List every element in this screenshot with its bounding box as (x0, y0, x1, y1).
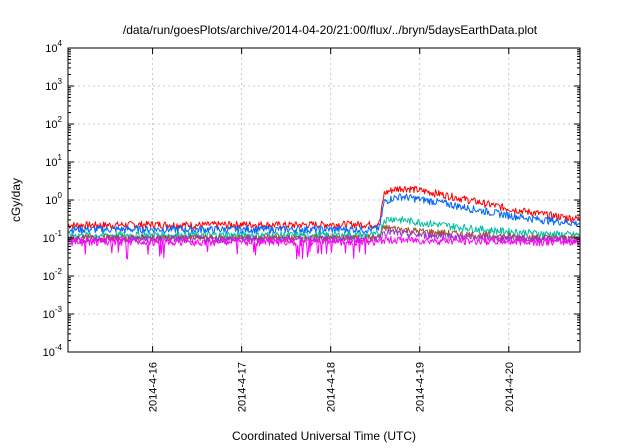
series-line (67, 235, 581, 260)
y-tick-label: 10-1 (43, 229, 63, 245)
y-tick-label: 10-4 (43, 343, 63, 359)
series-line (67, 216, 581, 240)
y-tick-label: 104 (45, 39, 62, 55)
series-line (67, 185, 581, 230)
x-tick-label: 2014-4-17 (237, 362, 249, 412)
y-tick-label: 10-2 (43, 267, 63, 283)
y-tick-label: 103 (45, 77, 62, 93)
x-tick-label: 2014-4-20 (504, 362, 516, 412)
y-tick-label: 101 (45, 153, 62, 169)
series-line (67, 193, 581, 234)
y-tick-labels: 10-4 10-3 10-2 10-1 100 101 102 103 104 (43, 39, 63, 359)
y-tick-label: 100 (45, 191, 62, 207)
series-layer (67, 185, 581, 260)
x-tick-labels: 2014-4-16 2014-4-17 2014-4-18 2014-4-19 2014… (148, 362, 516, 412)
ticks (68, 47, 580, 353)
y-tick-label: 10-3 (43, 305, 63, 321)
x-tick-label: 2014-4-16 (148, 362, 160, 412)
series-line (67, 228, 581, 244)
y-axis-label: cGy/day (9, 178, 23, 222)
chart-title: /data/run/goesPlots/archive/2014-04-20/2… (123, 23, 538, 37)
y-tick-label: 102 (45, 115, 62, 131)
x-axis-label: Coordinated Universal Time (UTC) (232, 429, 416, 443)
grid (68, 48, 580, 352)
x-tick-label: 2014-4-18 (326, 362, 338, 412)
x-tick-label: 2014-4-19 (415, 362, 427, 412)
